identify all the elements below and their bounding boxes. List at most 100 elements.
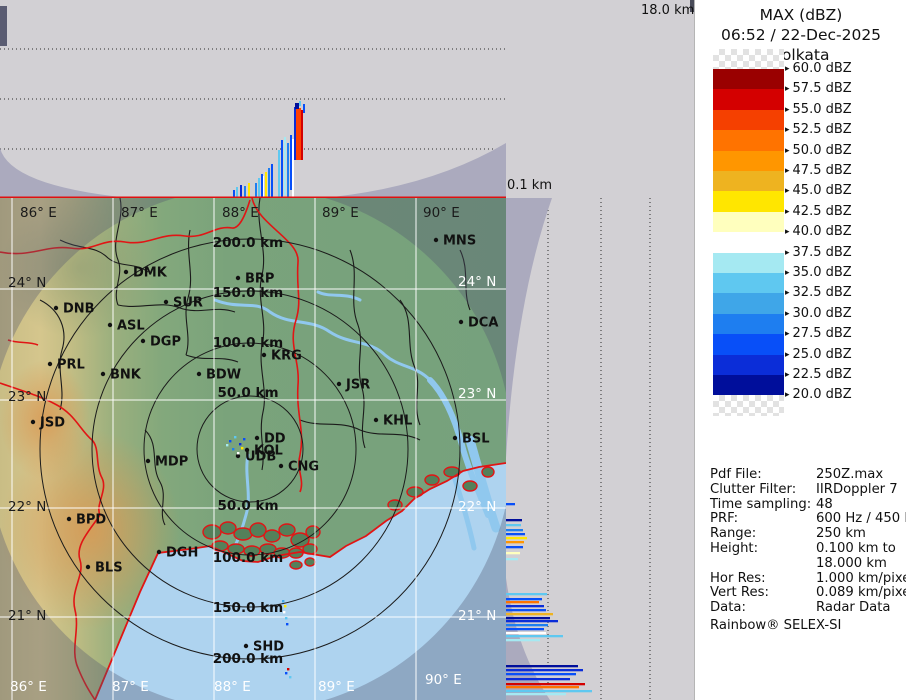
map-label: 22° N	[458, 499, 496, 515]
echo-bar	[296, 108, 301, 160]
metadata-label: Time sampling:	[710, 496, 812, 512]
sea	[95, 463, 506, 700]
echo-speck	[234, 436, 237, 439]
legend-band	[713, 313, 784, 335]
map-label: 150.0 km	[213, 285, 283, 301]
terrain-base	[0, 198, 506, 700]
city-dot	[66, 516, 72, 522]
echo-bar	[506, 686, 579, 689]
city-dot	[458, 319, 464, 325]
metadata-value: IIRDoppler 7	[816, 481, 898, 497]
echo-bar	[299, 101, 301, 106]
city-dot	[244, 447, 250, 453]
echo-bar	[290, 135, 292, 190]
station-name: Kolkata	[772, 46, 830, 64]
echo-bar	[506, 639, 540, 642]
city-dot	[373, 417, 379, 423]
map-label: DD	[264, 432, 286, 447]
tick-arrow-icon: ▸	[785, 227, 790, 238]
map-label: 50.0 km	[217, 385, 278, 401]
map-labels: 86° E 87° E 88° E 89° E 90° E 86° E 87° E 88° E…	[8, 205, 498, 695]
map-top-edge-line	[0, 196, 506, 198]
map-panel: 86° E 87° E 88° E 89° E 90° E 86° E 87° E 88° E…	[0, 198, 506, 700]
echo-bar	[236, 187, 238, 198]
echo-bar	[506, 541, 524, 544]
map-label: 200.0 km	[213, 235, 283, 251]
legend-band	[713, 232, 784, 253]
echo-bar	[287, 143, 289, 198]
metadata-label: Pdf File:	[710, 467, 762, 482]
metadata-row: Hor Res: 1.000 km/pixel	[710, 570, 906, 586]
legend-tick-label: ▸ 40.0 dBZ	[785, 224, 852, 240]
echo-bar	[506, 628, 544, 631]
echo-bar	[506, 617, 550, 620]
legend-band-below-min	[713, 395, 784, 417]
echo-bar	[233, 190, 235, 198]
height-axis-min-label: 0.1 km	[507, 178, 552, 193]
echo-speck	[283, 611, 286, 614]
metadata-value: 1.000 km/pixel	[816, 570, 906, 586]
map-label: 50.0 km	[217, 498, 278, 514]
out-of-range-overlay	[0, 198, 506, 700]
legend-tick-label: ▸ 37.5 dBZ	[785, 244, 852, 260]
map-label: 23° N	[8, 389, 46, 405]
echo-bar	[506, 690, 592, 693]
echo-speck	[243, 438, 246, 441]
map-label: KRG	[271, 349, 302, 364]
map-label: DMK	[133, 266, 168, 281]
echo-bar	[294, 107, 296, 160]
legend-band	[713, 375, 784, 396]
city-dot	[452, 435, 458, 441]
echo-bar	[261, 174, 263, 198]
legend-tick-label: ▸ 30.0 dBZ	[785, 305, 852, 321]
tick-arrow-icon: ▸	[785, 64, 790, 74]
map-label: 100.0 km	[213, 335, 283, 351]
right-cross-section-plot	[506, 198, 651, 700]
metadata-row: Data: Radar Data	[710, 600, 905, 615]
echo-bar	[240, 185, 242, 198]
map-label: KHL	[383, 414, 412, 429]
echo-bar	[255, 183, 257, 198]
legend-band	[713, 191, 784, 212]
legend-tick-label: ▸ 32.5 dBZ	[785, 285, 852, 301]
echo-bar	[506, 552, 520, 555]
echo-bar	[506, 693, 566, 696]
legend-band-above-max	[713, 49, 784, 69]
tick-arrow-icon: ▸	[785, 145, 790, 156]
map-label: 24° N	[458, 274, 496, 290]
map-label: 88° E	[222, 205, 259, 221]
echo-bar	[263, 176, 264, 198]
echo-bar	[506, 529, 523, 532]
metadata-value: 250 km	[816, 526, 866, 542]
echo-bar	[258, 178, 260, 198]
echo-speck	[285, 617, 288, 620]
legend-band	[713, 211, 784, 233]
height-axis-max-label: 18.0 km	[641, 3, 695, 18]
echo-bar	[284, 137, 286, 195]
legend-info-panel: MAX (dBZ) 06:52 / 22-Dec-2025 Kolkata ▸ 6…	[694, 0, 906, 700]
map-label: 86° E	[20, 205, 57, 221]
echo-bar	[278, 150, 280, 198]
legend-band	[713, 130, 784, 151]
city-dot	[261, 352, 267, 358]
legend-band	[713, 109, 784, 131]
legend-band	[713, 252, 784, 273]
map-label: KOL	[254, 444, 283, 459]
echo-bar	[506, 519, 522, 522]
right-cross-section-panel	[506, 198, 694, 700]
tick-arrow-icon: ▸	[785, 390, 790, 401]
metadata-row: Clutter Filter: IIRDoppler 7	[710, 482, 905, 497]
brand-label: Rainbow® SELEX-SI	[710, 618, 842, 633]
legend-band	[713, 354, 784, 375]
map-label: DGH	[166, 546, 198, 561]
map-label: 24° N	[8, 275, 46, 291]
city-dot	[107, 322, 113, 328]
tick-arrow-icon: ▸	[785, 308, 790, 319]
city-dot	[30, 419, 36, 425]
map-label: BNK	[110, 368, 142, 383]
echo-bar	[281, 140, 283, 198]
city-dot	[145, 458, 151, 464]
echo-speck	[287, 668, 290, 671]
legend-tick-label: ▸ 45.0 dBZ	[785, 183, 852, 199]
legend-tick-label: ▸ 50.0 dBZ	[785, 142, 852, 158]
